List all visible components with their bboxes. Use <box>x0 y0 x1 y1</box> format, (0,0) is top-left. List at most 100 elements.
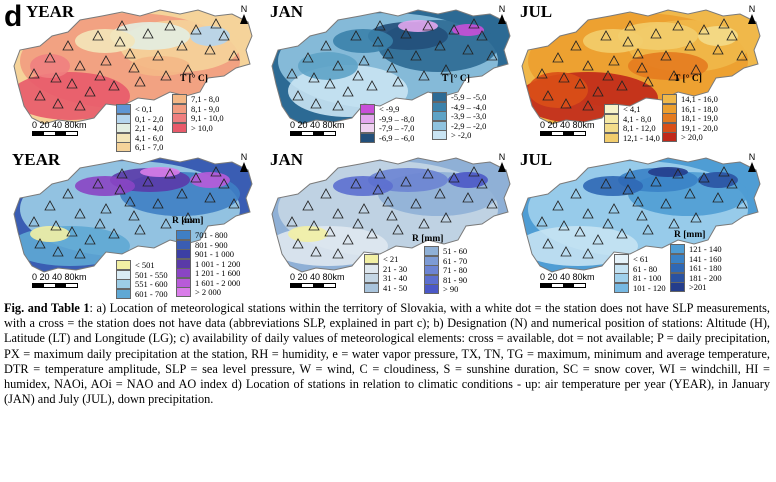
caption-text: : a) Location of meteorological stations… <box>4 301 770 407</box>
legend-item: 81 - 90 <box>424 274 467 285</box>
legend-item: 101 - 120 <box>614 282 666 293</box>
station-marker <box>736 50 748 61</box>
legend-swatch <box>364 263 379 274</box>
legend-item: 801 - 900 <box>176 239 228 250</box>
legend-item: 51 - 60 <box>424 246 467 256</box>
country-border <box>271 157 511 273</box>
scale-label: 0 20 40 80km <box>290 272 345 282</box>
station-marker <box>552 200 564 211</box>
station-marker <box>440 64 452 75</box>
legend-label: 1 601 - 2 000 <box>195 277 241 288</box>
station-marker <box>574 78 586 89</box>
station-marker <box>332 60 344 71</box>
station-marker <box>582 208 594 219</box>
station-marker <box>152 50 164 61</box>
climate-zone <box>448 172 488 188</box>
station-marker <box>672 20 684 31</box>
station-marker <box>462 44 474 55</box>
legend-swatch <box>172 94 187 104</box>
station-marker <box>324 226 336 237</box>
scale-bar: 0 20 40 80km <box>32 120 87 136</box>
station-marker <box>66 226 78 237</box>
legend-label: 81 - 100 <box>633 273 662 283</box>
station-marker <box>608 55 620 66</box>
scale-label: 0 20 40 80km <box>540 272 595 282</box>
station-marker <box>660 198 672 209</box>
station-marker <box>608 203 620 214</box>
scale-label: 0 20 40 80km <box>32 272 87 282</box>
station-marker <box>602 70 614 81</box>
station-marker <box>672 168 684 179</box>
legend-swatch <box>670 282 685 292</box>
legend-swatch <box>176 287 191 297</box>
station-marker <box>308 72 320 83</box>
climate-zone <box>298 52 358 80</box>
station-marker <box>114 36 126 47</box>
legend-label: 16,1 - 18,0 <box>681 103 718 114</box>
station-marker <box>308 220 320 231</box>
legend-swatch <box>432 130 447 140</box>
station-marker <box>698 172 710 183</box>
legend-label: 6,1 - 7,0 <box>135 142 164 152</box>
station-marker <box>624 168 636 179</box>
climate-zone <box>452 24 484 36</box>
station-marker <box>292 90 304 101</box>
legend-swatch <box>364 282 379 293</box>
legend-label: 501 - 550 <box>135 269 168 280</box>
legend-swatch <box>670 253 685 264</box>
legend-item: 6,1 - 7,0 <box>116 142 163 152</box>
legend-swatch <box>424 265 439 275</box>
station-marker <box>66 78 78 89</box>
slovakia-map <box>521 157 761 273</box>
legend-label: 41 - 50 <box>383 282 408 293</box>
station-marker <box>74 100 86 111</box>
legend-swatch <box>432 111 447 121</box>
climate-zone <box>30 54 70 78</box>
station-marker <box>34 90 46 101</box>
legend-item: < 61 <box>614 254 648 264</box>
legend-item: -4,9 – -4,0 <box>432 101 486 112</box>
station-marker <box>210 18 222 29</box>
legend-label: -7,9 – -7,0 <box>379 123 415 133</box>
station-marker <box>486 198 498 209</box>
legend-label: -3,9 – -3,0 <box>451 111 487 121</box>
legend-label: 71 - 80 <box>443 265 468 275</box>
legend-label: < 501 <box>135 260 155 270</box>
legend-item: 701 - 800 <box>176 230 228 240</box>
station-marker <box>92 30 104 41</box>
station-marker <box>50 220 62 231</box>
legend-label: 801 - 900 <box>195 239 228 250</box>
station-marker <box>582 100 594 111</box>
station-marker <box>176 188 188 199</box>
legend-swatch <box>604 104 619 114</box>
legend-swatch <box>172 103 187 114</box>
station-marker <box>650 28 662 39</box>
legend-swatch <box>360 123 375 133</box>
legend-item: < 501 <box>116 260 155 270</box>
station-marker <box>382 196 394 207</box>
legend-swatch <box>670 263 685 273</box>
country-border <box>13 9 253 125</box>
station-marker <box>418 70 430 81</box>
legend-label: -2,9 – -2,0 <box>451 120 487 131</box>
station-marker <box>190 172 202 183</box>
station-marker <box>342 86 354 97</box>
station-marker <box>736 198 748 209</box>
legend-item: 1 001 - 1 200 <box>176 258 240 269</box>
station-marker <box>44 52 56 63</box>
legend-label: > 10,0 <box>191 122 213 133</box>
legend-item: 161 - 180 <box>670 263 722 273</box>
station-marker <box>372 184 384 195</box>
station-marker <box>372 36 384 47</box>
station-marker <box>712 192 724 203</box>
legend-item: 4,1 - 6,0 <box>116 132 163 143</box>
station-marker <box>204 44 216 55</box>
legend-item: > 2 000 <box>176 287 221 297</box>
station-marker <box>410 198 422 209</box>
station-marker <box>582 248 594 259</box>
legend-swatch <box>116 260 131 270</box>
station-marker <box>392 76 404 87</box>
legend-item: < 0,1 <box>116 104 153 114</box>
north-arrow-icon: N <box>238 4 250 24</box>
station-marker <box>582 60 594 71</box>
